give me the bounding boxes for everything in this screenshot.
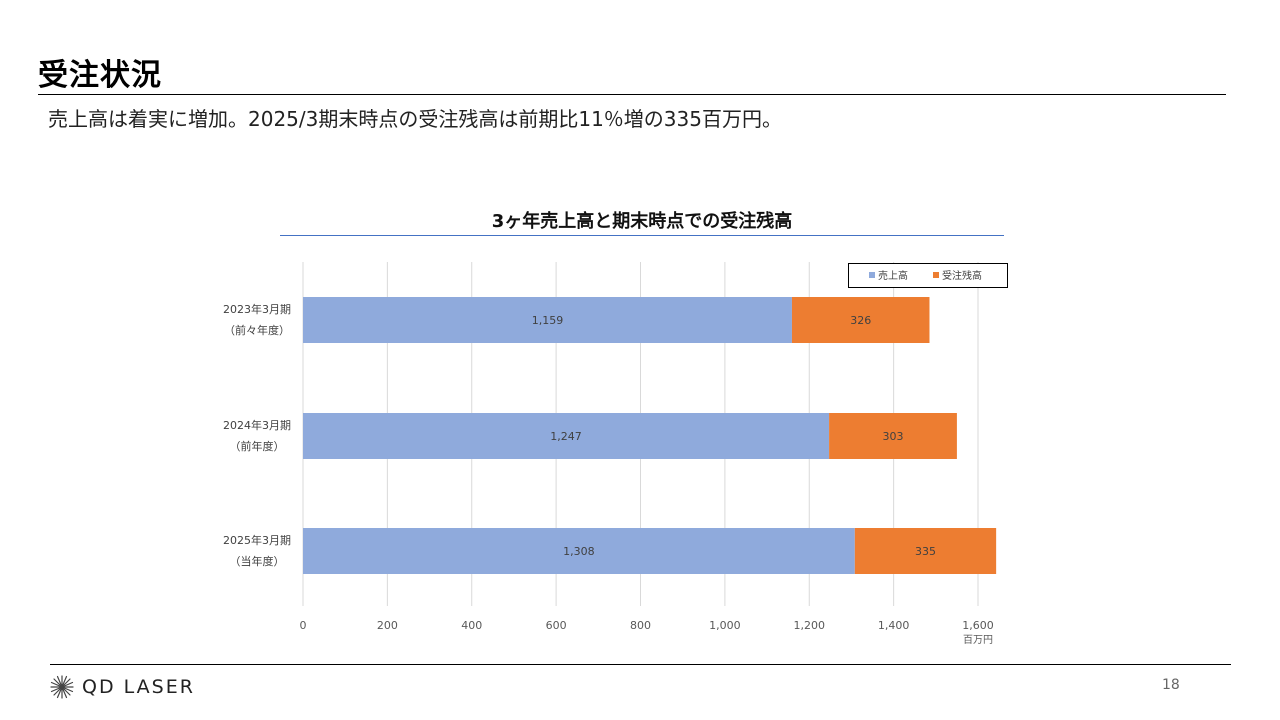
category-label: （前々年度）	[224, 323, 290, 337]
x-tick-label: 1,600	[962, 619, 994, 632]
category-label: 2025年3月期	[223, 533, 291, 547]
page-subtitle: 売上高は着実に増加。2025/3期末時点の受注残高は前期比11％増の335百万円…	[48, 107, 782, 131]
x-tick-label: 800	[630, 619, 651, 632]
x-axis-unit: 百万円	[963, 634, 993, 646]
starburst-icon	[50, 675, 74, 699]
category-label: （前年度）	[230, 439, 285, 453]
x-tick-label: 1,400	[878, 619, 910, 632]
title-divider	[38, 94, 1226, 95]
logo-text: QD LASER	[82, 676, 195, 698]
bar-sales	[303, 413, 830, 459]
bar-sales	[303, 528, 855, 574]
bar-sales	[303, 297, 792, 343]
footer-divider	[50, 664, 1231, 665]
category-label: （当年度）	[230, 554, 285, 568]
data-label: 1,159	[532, 314, 564, 327]
page-title: 受注状況	[38, 58, 162, 93]
data-label: 335	[915, 545, 936, 558]
legend-swatch	[933, 272, 939, 278]
x-tick-label: 200	[377, 619, 398, 632]
data-label: 303	[882, 430, 903, 443]
chart-title-underline	[280, 235, 1004, 236]
x-tick-label: 0	[300, 619, 307, 632]
legend-swatch	[869, 272, 875, 278]
legend-label: 受注残高	[942, 269, 982, 282]
category-label: 2023年3月期	[223, 302, 291, 316]
x-tick-label: 400	[461, 619, 482, 632]
bar-backlog	[829, 413, 957, 459]
chart-title: 3ヶ年売上高と期末時点での受注残高	[491, 211, 793, 232]
page-number: 18	[1162, 677, 1180, 693]
x-tick-label: 600	[546, 619, 567, 632]
data-label: 1,308	[563, 545, 595, 558]
data-label: 1,247	[550, 430, 582, 443]
company-logo: QD LASER	[50, 674, 195, 700]
data-label: 326	[850, 314, 871, 327]
legend-box	[848, 263, 1008, 288]
x-tick-label: 1,000	[709, 619, 741, 632]
legend-label: 売上高	[878, 269, 908, 282]
x-tick-label: 1,200	[794, 619, 826, 632]
bar-backlog	[791, 297, 930, 343]
bar-backlog	[854, 528, 997, 574]
category-label: 2024年3月期	[223, 418, 291, 432]
